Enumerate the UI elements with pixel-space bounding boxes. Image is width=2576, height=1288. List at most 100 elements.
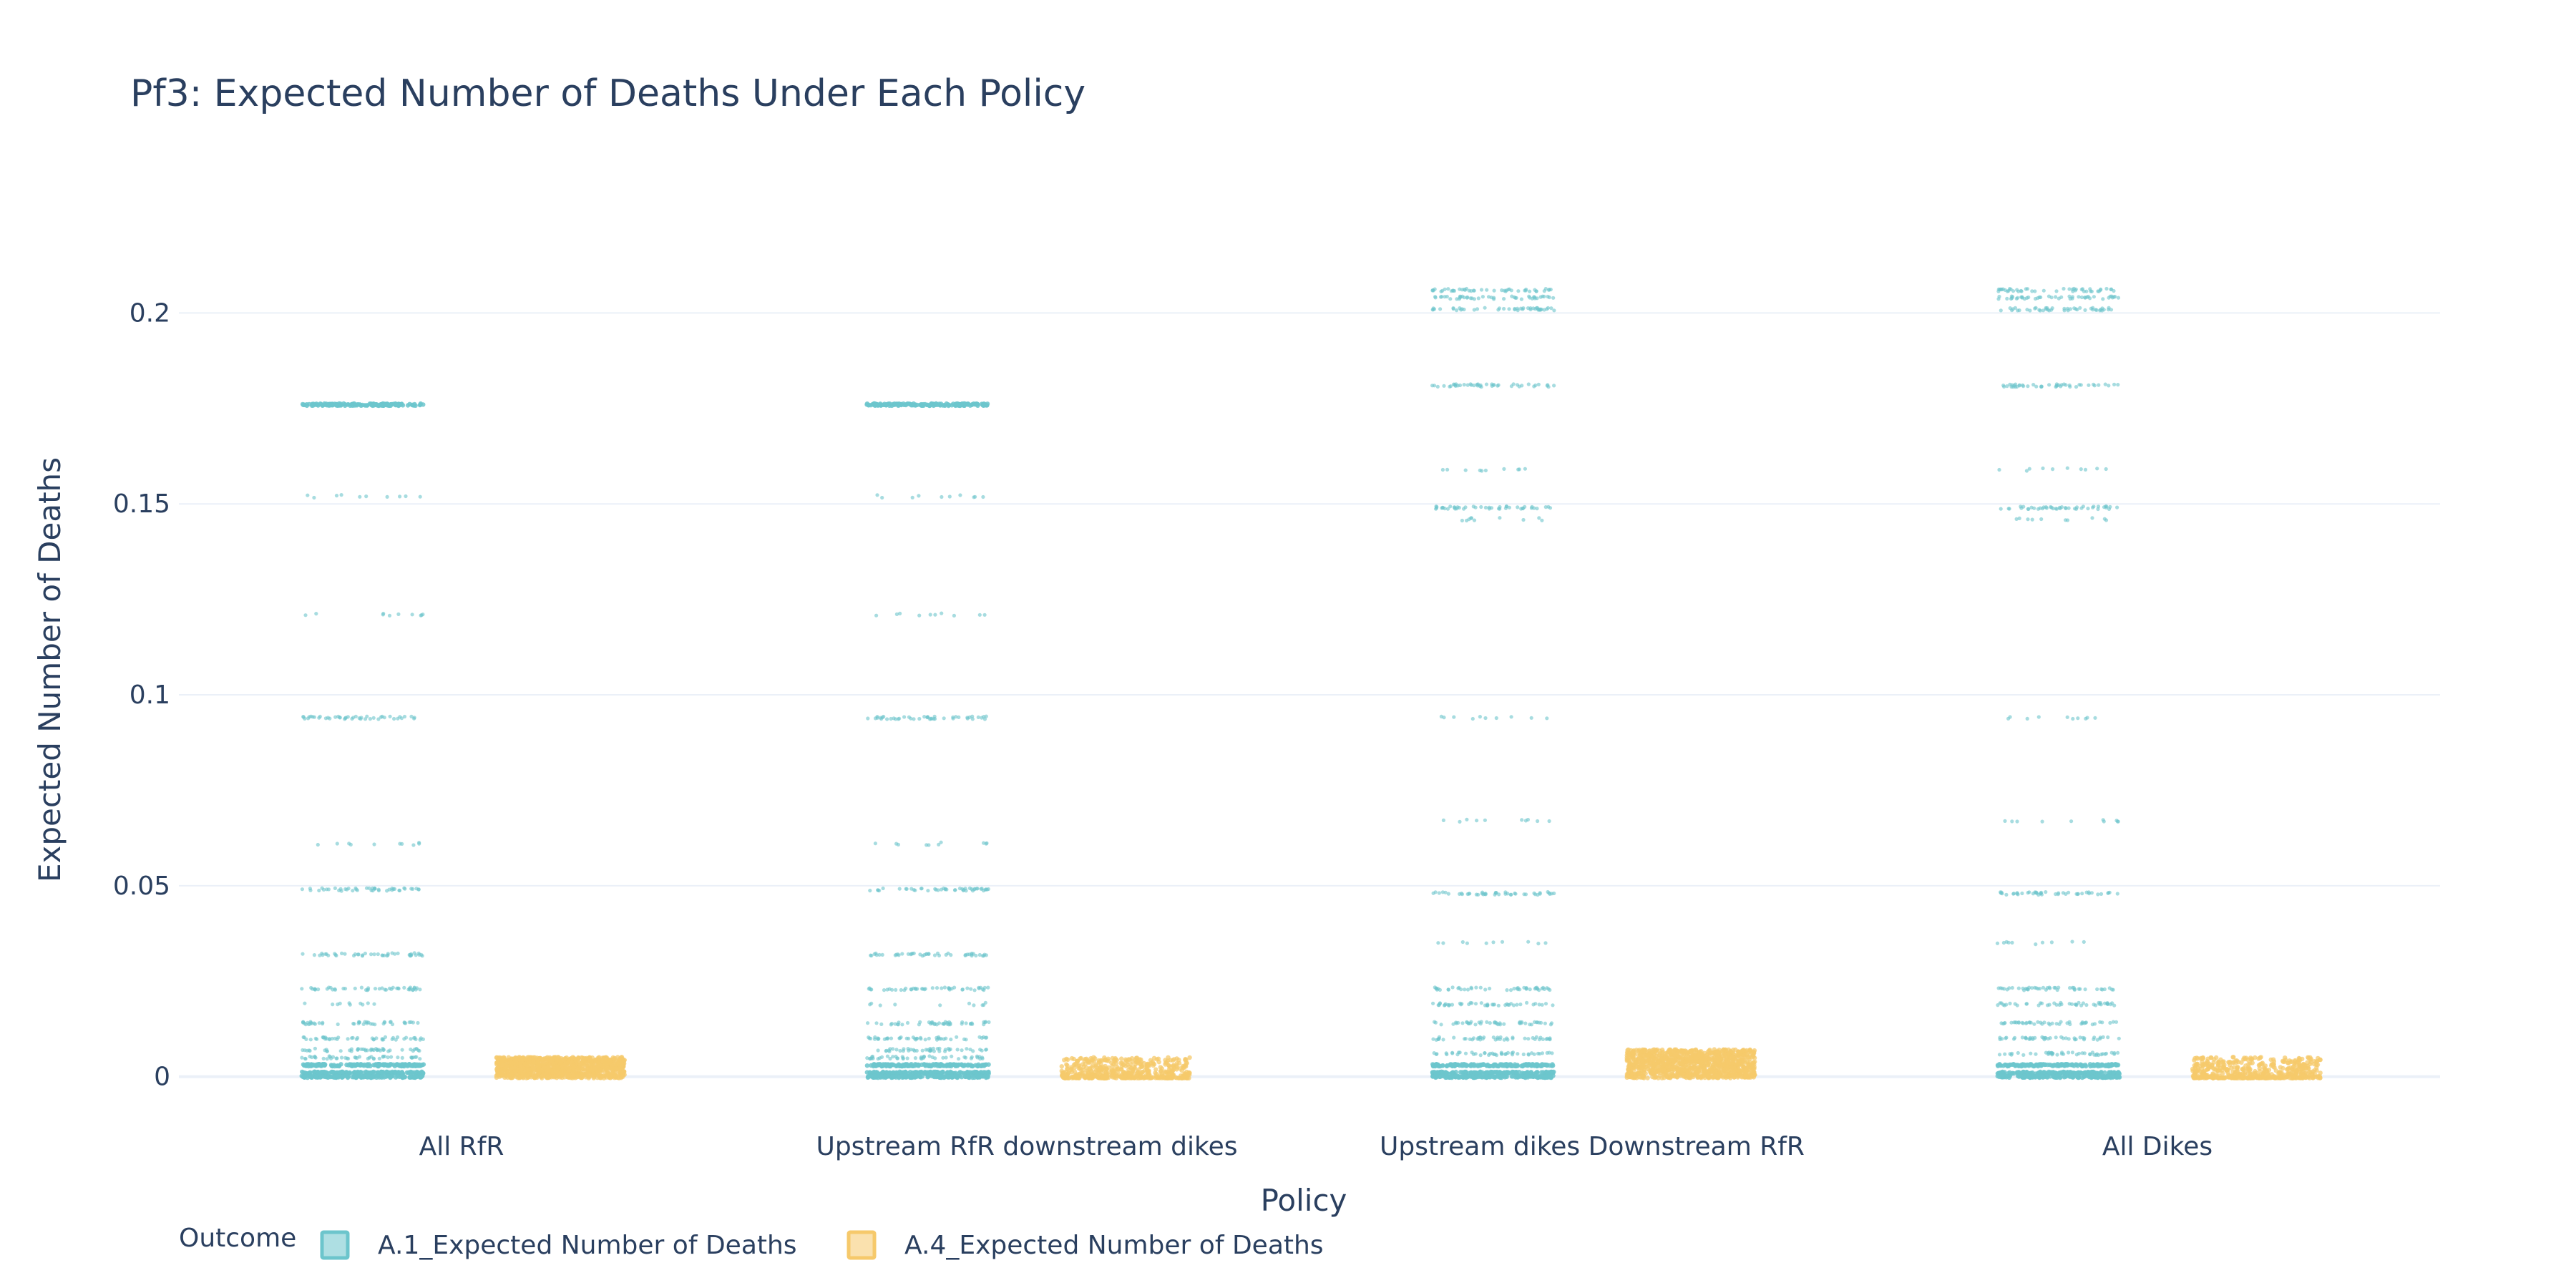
point-a1 (2070, 1050, 2074, 1055)
point-a1 (932, 1021, 937, 1026)
point-a1 (2092, 504, 2096, 509)
point-a1 (957, 1057, 961, 1061)
point-a1 (2104, 286, 2109, 291)
point-a1 (2068, 1073, 2074, 1078)
point-a1 (932, 953, 937, 957)
point-a1 (2020, 891, 2024, 896)
point-a1 (880, 495, 884, 500)
point-a1 (421, 613, 425, 617)
point-a1 (1999, 890, 2004, 894)
point-a1 (322, 401, 327, 406)
point-a1 (2039, 385, 2044, 389)
point-a1 (321, 887, 326, 892)
point-a1 (2112, 288, 2116, 293)
point-a1 (1511, 382, 1516, 386)
point-a1 (1484, 941, 1488, 945)
point-a1 (389, 1055, 394, 1059)
point-a1 (1436, 987, 1440, 991)
point-a1 (1452, 1035, 1456, 1040)
point-a1 (1533, 296, 1537, 301)
point-a1 (2033, 1035, 2037, 1040)
point-a1 (949, 1038, 953, 1042)
point-a1 (960, 401, 965, 406)
point-a1 (421, 1037, 426, 1041)
point-a1 (967, 1001, 972, 1005)
point-a1 (385, 889, 389, 893)
point-a1 (1465, 987, 1470, 992)
point-a1 (1528, 1023, 1532, 1027)
point-a1 (944, 952, 948, 957)
point-a1 (940, 611, 944, 615)
point-a1 (879, 1055, 884, 1059)
point-a1 (894, 1048, 899, 1052)
point-a4 (567, 1073, 572, 1079)
series-a1-points (864, 401, 991, 1080)
point-a1 (364, 494, 369, 499)
point-a1 (932, 717, 937, 721)
point-a1 (350, 1075, 355, 1080)
point-a1 (1431, 1001, 1435, 1005)
point-a1 (311, 403, 316, 408)
series-a1-points (1430, 286, 1556, 1080)
point-a1 (1520, 818, 1524, 822)
point-a1 (339, 493, 343, 497)
point-a1 (866, 716, 870, 721)
point-a1 (1528, 987, 1532, 992)
point-a1 (340, 951, 344, 955)
point-a1 (2029, 1073, 2034, 1078)
point-a1 (2068, 1022, 2072, 1027)
point-a4 (616, 1058, 622, 1063)
point-a1 (2087, 1062, 2093, 1067)
point-a1 (2094, 1003, 2098, 1008)
point-a1 (875, 493, 879, 497)
point-a1 (1551, 296, 1556, 300)
point-a1 (2078, 306, 2082, 310)
point-a1 (2074, 287, 2078, 291)
point-a1 (2011, 1037, 2016, 1041)
point-a1 (1516, 289, 1521, 293)
point-a1 (360, 1073, 366, 1079)
point-a1 (2064, 1073, 2069, 1079)
point-a1 (1460, 1021, 1465, 1025)
point-a1 (1450, 985, 1455, 990)
point-a1 (383, 1035, 388, 1039)
point-a1 (409, 714, 414, 719)
point-a1 (965, 1047, 969, 1051)
point-a1 (970, 889, 975, 893)
point-a1 (2036, 296, 2040, 301)
point-a1 (1499, 1050, 1503, 1055)
point-a1 (2078, 987, 2082, 991)
point-a1 (972, 988, 977, 992)
point-a1 (885, 1063, 891, 1068)
point-a1 (957, 715, 961, 720)
point-a1 (1469, 986, 1474, 991)
point-a1 (1483, 716, 1488, 721)
point-a1 (303, 1001, 307, 1005)
point-a1 (1515, 1002, 1519, 1007)
point-a1 (2010, 940, 2014, 945)
point-a1 (2065, 715, 2069, 719)
point-a1 (2057, 296, 2061, 301)
point-a1 (1494, 716, 1498, 721)
point-a1 (385, 401, 390, 406)
point-a1 (952, 985, 957, 990)
point-a1 (1548, 506, 1553, 510)
point-a1 (1511, 1053, 1515, 1057)
point-a1 (889, 1075, 895, 1080)
point-a1 (1472, 297, 1476, 301)
point-a1 (1547, 1050, 1551, 1055)
point-a1 (1488, 1051, 1492, 1055)
point-a1 (970, 1055, 974, 1059)
point-a1 (920, 1048, 924, 1053)
point-a1 (2054, 1035, 2058, 1040)
point-a1 (1551, 1003, 1555, 1008)
point-a1 (1533, 383, 1538, 388)
point-a1 (1462, 296, 1466, 300)
point-a1 (327, 985, 331, 990)
point-a1 (1452, 715, 1456, 719)
point-a1 (975, 1063, 980, 1069)
point-a1 (1435, 384, 1440, 389)
point-a1 (1462, 383, 1466, 387)
point-a4 (592, 1057, 598, 1063)
